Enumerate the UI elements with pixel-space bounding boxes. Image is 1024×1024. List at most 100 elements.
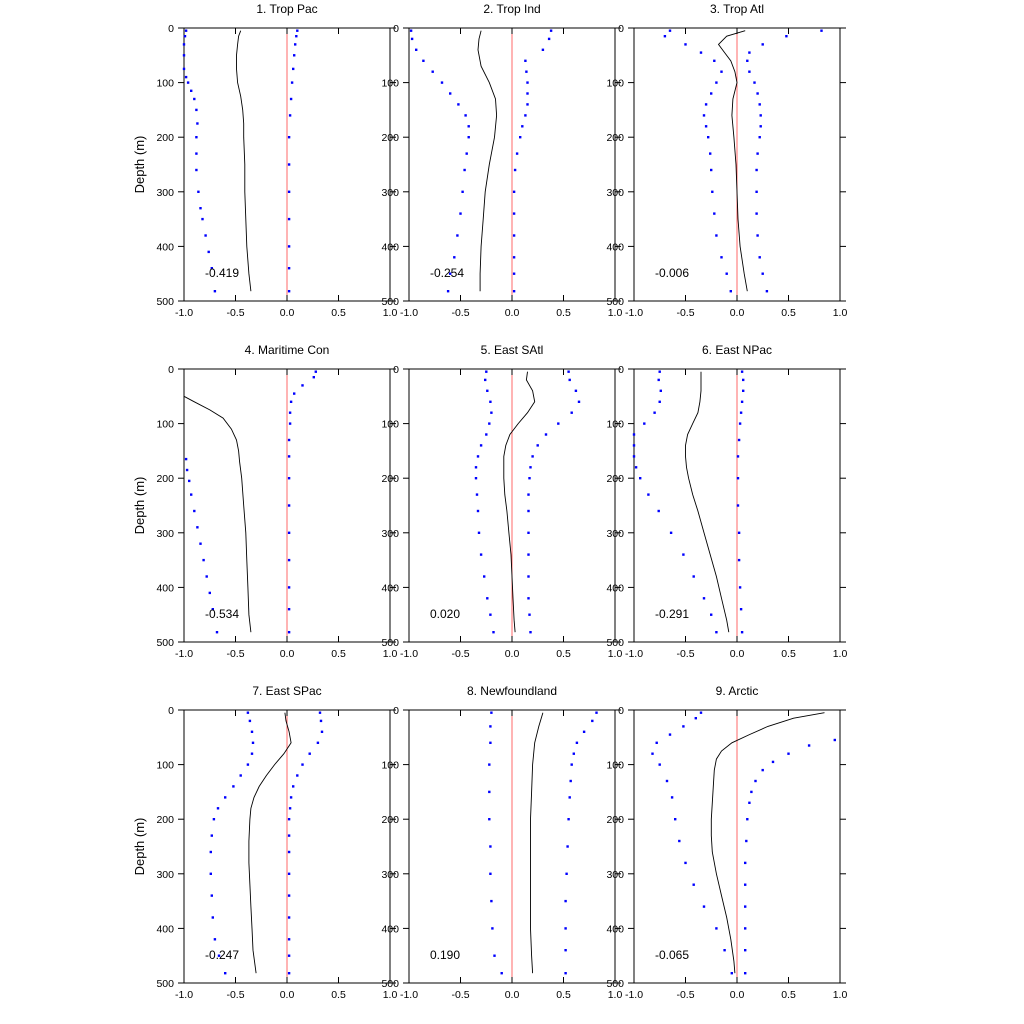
y-tick-label: 200: [606, 814, 624, 826]
band-point: [569, 779, 572, 783]
band-point: [742, 378, 745, 382]
band-point: [210, 894, 213, 897]
band-point: [431, 70, 434, 73]
band-point: [183, 35, 187, 38]
band-point: [632, 455, 636, 458]
band-point: [765, 290, 769, 293]
panel-9: 9. Arctic -1.0 -0.5 0.0 0.5 1.0 0 100 200 300 400 5…: [606, 684, 847, 1001]
band-point: [479, 553, 483, 556]
band-point: [193, 97, 196, 101]
y-tick-label: 300: [381, 528, 399, 540]
x-tick-label: 1.0: [833, 648, 848, 660]
x-tick-label: 0.5: [331, 989, 346, 1001]
band-point: [287, 438, 291, 442]
band-point: [186, 81, 190, 84]
band-point: [486, 597, 489, 600]
band-point: [493, 954, 496, 957]
correlation-annotation: -0.254: [430, 266, 464, 280]
band-point: [295, 35, 298, 38]
y-tick-label: 300: [606, 187, 624, 199]
y-tick-label: 100: [156, 78, 174, 90]
x-tick-label: -0.5: [676, 307, 694, 319]
band-point: [745, 839, 748, 843]
band-point: [486, 389, 489, 392]
x-tick-label: 0.0: [505, 307, 520, 319]
band-point: [440, 81, 444, 84]
y-tick-label: 400: [156, 582, 174, 594]
band-point: [296, 774, 299, 777]
band-point: [536, 444, 539, 447]
band-point: [744, 927, 747, 930]
band-point: [195, 152, 198, 155]
band-point: [208, 591, 211, 595]
band-point: [301, 763, 304, 766]
band-point: [738, 422, 742, 425]
x-tick-label: 1.0: [383, 989, 398, 1001]
band-point: [287, 850, 291, 854]
y-tick-label: 400: [606, 582, 624, 594]
band-point: [575, 741, 579, 744]
band-point: [484, 378, 487, 382]
band-point: [529, 631, 532, 634]
band-point: [467, 125, 470, 128]
band-point: [713, 59, 716, 62]
band-point: [250, 752, 254, 755]
band-point: [287, 818, 291, 821]
band-point: [758, 256, 761, 259]
band-point: [755, 168, 758, 172]
band-point: [288, 114, 292, 117]
band-point: [488, 763, 491, 766]
panel-title: 3. Trop Atl: [710, 2, 764, 16]
band-point: [655, 741, 658, 744]
band-point: [410, 37, 414, 41]
x-tick-label: -0.5: [226, 648, 244, 660]
band-point: [515, 152, 519, 155]
band-point: [213, 938, 217, 941]
x-tick-label: 0.0: [730, 648, 745, 660]
band-point: [704, 125, 708, 128]
band-point: [715, 927, 718, 930]
band-point: [182, 67, 186, 71]
band-point: [720, 256, 723, 259]
band-point: [184, 75, 188, 79]
band-point: [527, 509, 530, 513]
band-point: [756, 152, 759, 155]
band-point: [709, 152, 712, 155]
band-point: [702, 114, 706, 117]
band-point: [210, 267, 213, 270]
band-point: [415, 48, 418, 51]
panel-title: 6. East NPac: [702, 343, 772, 357]
y-tick-label: 100: [156, 760, 174, 772]
x-tick-label: 0.5: [556, 648, 571, 660]
band-point: [527, 553, 530, 556]
y-tick-label: 300: [606, 869, 624, 881]
band-point: [758, 136, 761, 139]
band-point: [197, 190, 200, 193]
mean-profile-line: [710, 712, 825, 974]
panel-7: 7. East SPac -1.0 -0.5 0.0 0.5 1.0 0 100 200 300 4…: [132, 684, 397, 1001]
band-point: [519, 136, 522, 139]
x-tick-label: 1.0: [608, 648, 623, 660]
band-point: [759, 114, 762, 117]
band-point: [715, 631, 718, 634]
band-point: [582, 730, 586, 733]
band-point: [521, 125, 524, 128]
y-tick-label: 300: [156, 869, 174, 881]
mean-profile-line: [685, 371, 730, 633]
y-tick-label: 400: [156, 241, 174, 253]
band-point: [216, 807, 220, 810]
band-point: [591, 719, 594, 723]
band-point: [744, 905, 747, 908]
x-tick-label: 0.5: [331, 648, 346, 660]
band-point: [529, 466, 532, 469]
y-tick-label: 100: [381, 760, 399, 772]
band-point: [512, 190, 516, 193]
x-tick-label: -1.0: [625, 989, 643, 1001]
y-tick-label: 500: [156, 637, 174, 649]
band-point: [715, 81, 718, 84]
band-point: [665, 779, 669, 783]
band-point: [715, 234, 718, 237]
band-point: [308, 752, 311, 755]
band-point: [702, 597, 706, 600]
x-tick-label: 0.0: [730, 307, 745, 319]
